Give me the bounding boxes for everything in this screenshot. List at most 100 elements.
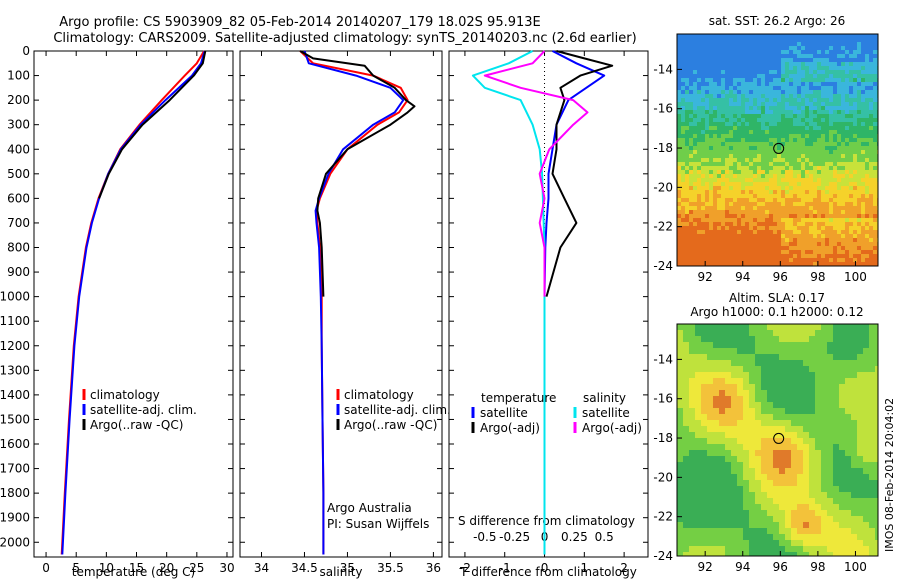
map-sla-cell — [821, 342, 827, 348]
map-sst-cell — [817, 178, 821, 182]
map-sst-cell — [777, 114, 781, 118]
map-sla-cell — [779, 480, 785, 486]
map-sst-cell — [693, 162, 697, 166]
map-sst-cell — [785, 190, 789, 194]
map-sst-cell — [701, 158, 705, 162]
map-sst-cell — [713, 122, 717, 126]
map-sst-cell — [749, 94, 753, 98]
map-sla-cell — [731, 462, 737, 468]
map-sst-cell — [849, 110, 853, 114]
map-sst-cell — [733, 158, 737, 162]
map-sst-cell — [753, 146, 757, 150]
map-sst-cell — [805, 250, 809, 254]
map-sst-cell — [793, 158, 797, 162]
map-sst-cell — [785, 214, 789, 218]
panel-temp-xtick-label: 0 — [42, 561, 50, 575]
map-sst-cell — [745, 42, 749, 46]
map-sst-cell — [825, 90, 829, 94]
map-sst-cell — [797, 218, 801, 222]
map-sla-cell — [719, 516, 725, 522]
map-sla-cell — [713, 468, 719, 474]
map-sst-cell — [685, 238, 689, 242]
map-sst-cell — [841, 250, 845, 254]
map-sst-cell — [849, 242, 853, 246]
map-sla-cell — [791, 432, 797, 438]
map-sst-cell — [841, 214, 845, 218]
map-sla-cell — [731, 492, 737, 498]
legend-label-sal-2: Argo(..raw -QC) — [344, 418, 437, 432]
map-sst-cell — [857, 126, 861, 130]
map-sla-cell — [755, 498, 761, 504]
map-sla-cell — [695, 348, 701, 354]
map-sst-cell — [869, 162, 873, 166]
map-sla-cell — [815, 324, 821, 330]
legend-label-diff-0: satellite — [480, 406, 528, 420]
map-sst-cell — [685, 134, 689, 138]
map-sla-cell — [677, 432, 683, 438]
map-sst-cell — [761, 114, 765, 118]
map-sst-cell — [701, 98, 705, 102]
map-sla-cell — [875, 480, 878, 486]
map-sst-cell — [785, 106, 789, 110]
map-sst-cell — [737, 98, 741, 102]
map-sla-cell — [701, 486, 707, 492]
map-sst-cell — [681, 166, 685, 170]
map-sla-cell — [701, 450, 707, 456]
map-sst-cell — [697, 154, 701, 158]
map-sst-cell — [729, 102, 733, 106]
map-sst-cell — [689, 182, 693, 186]
map-sst-cell — [749, 238, 753, 242]
map-sst-cell — [825, 182, 829, 186]
map-sst-cell — [721, 50, 725, 54]
map-sst-cell — [777, 198, 781, 202]
map-sst-cell — [809, 162, 813, 166]
map-sst-cell — [721, 210, 725, 214]
map-sst-cell — [873, 154, 877, 158]
map-sst-cell — [749, 258, 753, 262]
map-sst-cell — [705, 238, 709, 242]
map-sst-cell — [705, 190, 709, 194]
map-sst-cell — [685, 206, 689, 210]
map-sst-cell — [701, 250, 705, 254]
map-sla-cell — [851, 426, 857, 432]
map-sst-cell — [717, 46, 721, 50]
map-sst-cell — [701, 122, 705, 126]
figure-title-line2: Climatology: CARS2009. Satellite-adjuste… — [53, 31, 636, 46]
map-sst-cell — [793, 166, 797, 170]
map-sst-cell — [749, 138, 753, 142]
map-sla-cell — [719, 492, 725, 498]
map-sla-cell — [725, 522, 731, 528]
map-sst-cell — [713, 150, 717, 154]
map-sst-cell — [761, 230, 765, 234]
map-sla-cell — [845, 456, 851, 462]
map-sst-cell — [693, 102, 697, 106]
map-sst-cell — [733, 90, 737, 94]
map-sst-cell — [861, 94, 865, 98]
map-sst-cell — [773, 242, 777, 246]
map-sla-cell — [851, 510, 857, 516]
map-sla-cell — [755, 336, 761, 342]
map-sst-cell — [773, 178, 777, 182]
map-sst-cell — [869, 242, 873, 246]
map-sla-cell — [821, 552, 827, 556]
map-sst-cell — [741, 102, 745, 106]
map-sst-cell — [709, 98, 713, 102]
map-sst-cell — [813, 126, 817, 130]
map-sst-cell — [821, 90, 825, 94]
map-sst-cell — [805, 90, 809, 94]
map-sst-cell — [837, 98, 841, 102]
map-sla-cell — [683, 534, 689, 540]
map-sst-cell — [805, 138, 809, 142]
map-sst-cell — [737, 206, 741, 210]
map-sst-cell — [677, 106, 681, 110]
map-sst-xtick-label: 100 — [844, 270, 867, 284]
map-sst-cell — [789, 178, 793, 182]
map-sla-cell — [713, 408, 719, 414]
map-sst-cell — [689, 194, 693, 198]
map-sst-cell — [733, 94, 737, 98]
map-sst-cell — [825, 114, 829, 118]
map-sst-cell — [769, 122, 773, 126]
map-sst-cell — [733, 78, 737, 82]
map-sst-cell — [725, 74, 729, 78]
map-sst-cell — [869, 126, 873, 130]
